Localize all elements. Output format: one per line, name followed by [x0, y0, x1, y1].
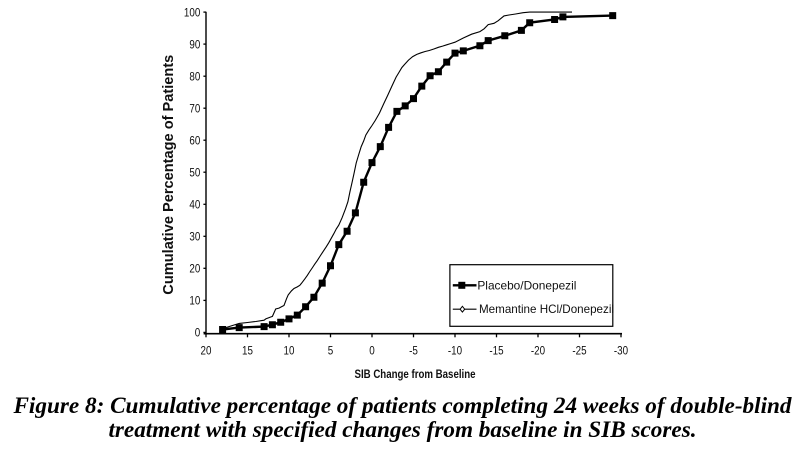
svg-text:100: 100 [184, 5, 201, 19]
svg-text:40: 40 [189, 198, 200, 212]
svg-text:0: 0 [369, 343, 375, 357]
svg-text:70: 70 [189, 101, 200, 115]
svg-text:-15: -15 [489, 343, 503, 357]
svg-text:30: 30 [189, 230, 200, 244]
svg-text:20: 20 [201, 343, 212, 357]
svg-text:-10: -10 [448, 343, 462, 357]
svg-text:Cumulative Percentage of Patie: Cumulative Percentage of Patients [161, 55, 177, 295]
svg-text:5: 5 [328, 343, 334, 357]
svg-text:-5: -5 [409, 343, 418, 357]
svg-text:90: 90 [189, 37, 200, 51]
svg-text:Memantine HCl/Donepezil: Memantine HCl/Donepezil [479, 302, 614, 316]
svg-text:20: 20 [189, 262, 200, 276]
svg-text:10: 10 [284, 343, 295, 357]
svg-text:10: 10 [189, 294, 200, 308]
svg-text:-25: -25 [572, 343, 586, 357]
svg-text:-30: -30 [614, 343, 628, 357]
svg-text:SIB Change from Baseline: SIB Change from Baseline [355, 367, 476, 381]
svg-text:0: 0 [195, 326, 201, 340]
svg-text:60: 60 [189, 133, 200, 147]
svg-text:50: 50 [189, 165, 200, 179]
svg-text:-20: -20 [531, 343, 545, 357]
svg-text:80: 80 [189, 69, 200, 83]
svg-text:Placebo/Donepezil: Placebo/Donepezil [477, 278, 576, 292]
svg-text:15: 15 [242, 343, 253, 357]
